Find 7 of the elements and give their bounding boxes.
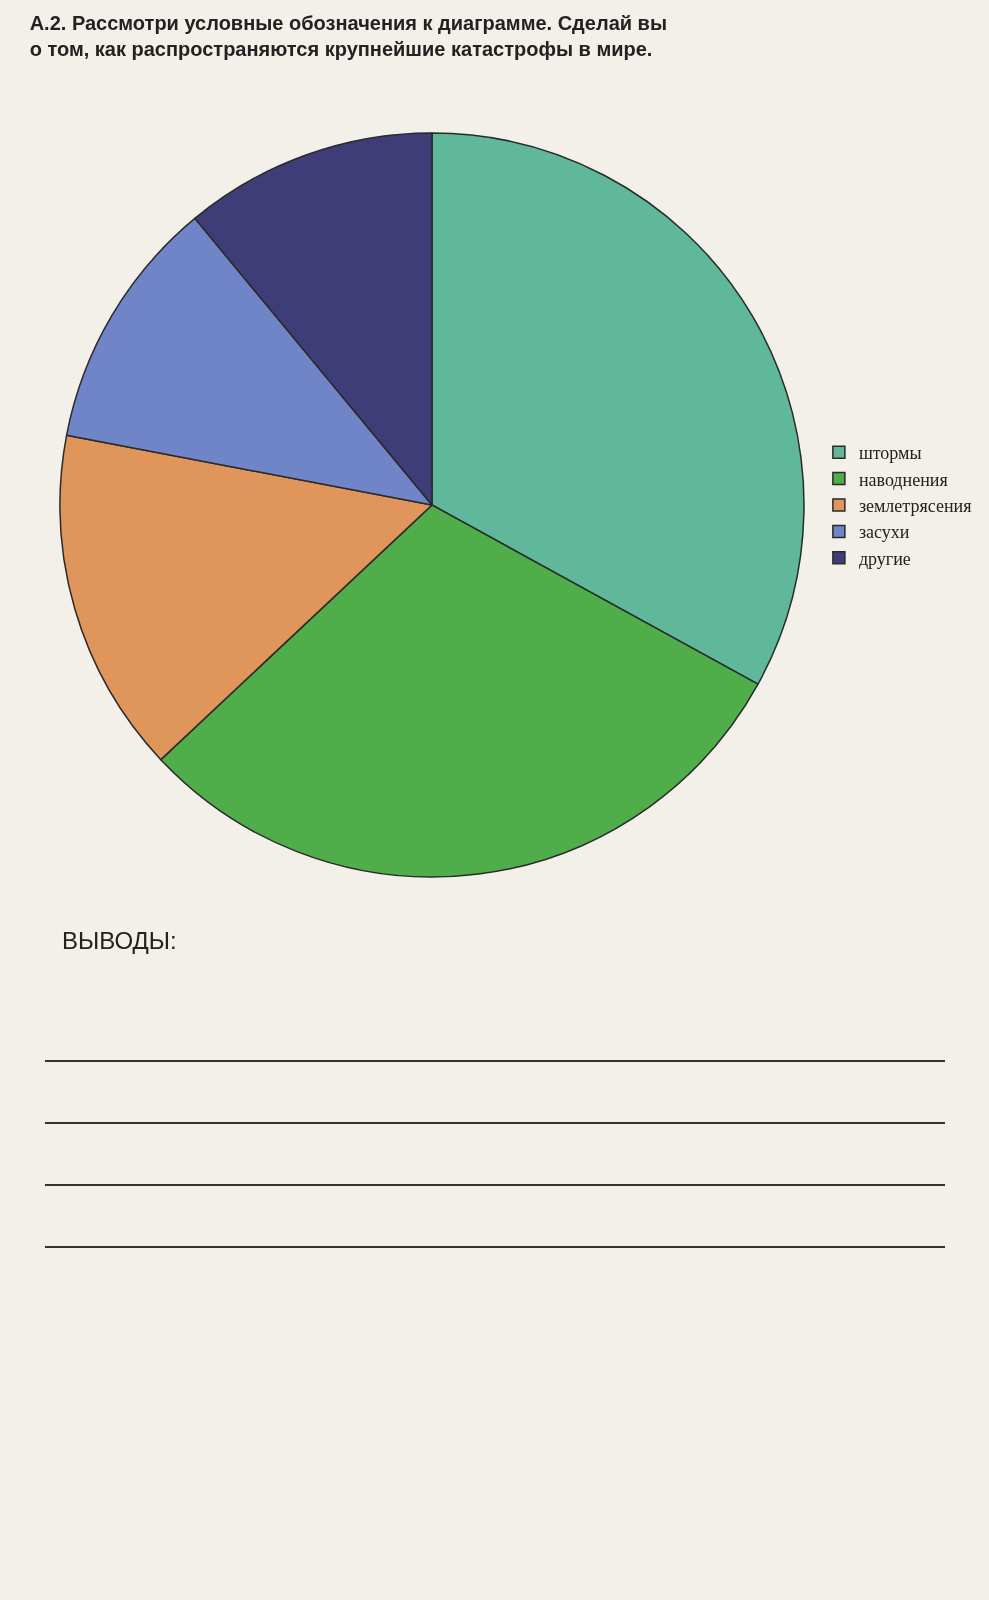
chart-title: А.2. Рассмотри условные обозначения к диаграмме. Сделай вы о том, как распространяются крупнейшие катастрофы в мире. <box>29 12 668 60</box>
legend-label: засухи <box>858 522 910 543</box>
legend-label: другие <box>858 548 911 569</box>
legend-label: землетрясения <box>858 496 972 517</box>
legend-label: наводнения <box>858 469 948 490</box>
text: ВЫВОДЫ: <box>62 927 177 954</box>
legend-label: штормы <box>858 443 922 464</box>
